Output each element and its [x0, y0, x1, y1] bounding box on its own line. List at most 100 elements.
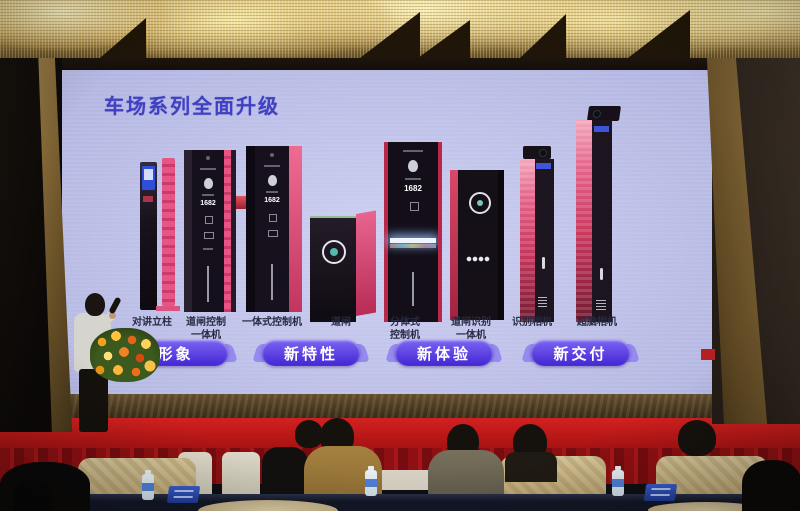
slide-title: 车场系列全面升级: [104, 96, 280, 118]
display-number: 1682: [200, 200, 216, 207]
brand-logo-icon: [408, 160, 418, 172]
tower-pink-side: [289, 146, 302, 312]
audience-head: [678, 420, 716, 456]
banquet-chair: [222, 452, 260, 496]
display-text-row: [403, 150, 423, 152]
status-light: [542, 257, 545, 269]
tower-side: [231, 150, 236, 312]
product-label: 识别相机: [512, 317, 552, 328]
brand-logo-icon: [268, 175, 277, 186]
tower-front: 1682: [192, 150, 224, 312]
pillar-body: [140, 162, 157, 310]
projection-screen: 车场系列全面升级 1682: [60, 70, 716, 394]
stage-red-floor: [0, 418, 800, 450]
product-label: 道闸: [331, 317, 351, 328]
product-label: 道闸识别 一体机: [451, 317, 491, 341]
pillar-call-button: [143, 196, 153, 202]
camera-head: [586, 106, 622, 121]
product-gate-control-unit: 1682: [184, 150, 236, 312]
display-number: 1682: [404, 184, 422, 193]
camera-lens-icon: [592, 110, 602, 118]
gate-front: [310, 216, 356, 322]
brand-logo-icon: [204, 178, 213, 189]
pillar-screen: [142, 166, 155, 190]
speaker-legs: [79, 369, 108, 432]
panel-banding: [520, 159, 535, 322]
chair-top: [198, 500, 338, 511]
water-bottle: [142, 470, 154, 500]
camera-pink-panel: [520, 159, 535, 322]
tower-seam: [207, 266, 209, 302]
front-table-edge: [0, 494, 800, 511]
tower-front: [458, 170, 498, 320]
camera-head: [523, 146, 551, 159]
audience-shoulders: [505, 452, 557, 482]
badge-new-experience: 新体验: [395, 340, 493, 366]
tower-front: 1682: [255, 146, 289, 312]
table-tent-card: [166, 486, 201, 503]
chair-top: [648, 502, 764, 511]
tower-side: [246, 146, 255, 312]
camera-body: [520, 159, 554, 322]
product-label: 道闸控制 一体机: [186, 317, 226, 341]
camera-dark-panel: [535, 159, 554, 322]
product-split-control-unit: 1682: [384, 142, 442, 322]
foreground-head: [14, 480, 52, 511]
speaker-head: [85, 293, 105, 316]
vent-lines: [596, 300, 606, 310]
product-recognition-camera: [518, 146, 556, 322]
tower-seam: [271, 264, 273, 300]
display-text-row: [203, 248, 213, 250]
gate-logo-icon: [477, 200, 483, 206]
camera-dot-icon: [270, 153, 274, 157]
tower-red-edge: [438, 142, 442, 322]
tower-seam: [412, 272, 414, 306]
indicator-dots: [466, 256, 490, 262]
display-icon: [205, 216, 213, 224]
badge-label: 新交付: [531, 340, 630, 366]
gate-logo-ring: [469, 192, 491, 214]
product-gate-recognition-unit: [450, 170, 504, 320]
display-text-row: [264, 165, 280, 167]
camera-pink-panel: [576, 120, 592, 322]
tower-red-edge: [450, 170, 458, 320]
status-light: [600, 268, 603, 280]
display-number: 1682: [264, 197, 280, 204]
pillar-screen-content: [144, 169, 153, 180]
camera-lens-icon: [539, 149, 547, 157]
display-icon: [268, 230, 278, 237]
gate-pink-side: [356, 210, 376, 316]
model-label-strip: [594, 126, 609, 132]
display-icon: [410, 202, 419, 211]
camera-dot-icon: [206, 156, 210, 160]
badge-label: 新体验: [395, 340, 493, 366]
glow-light-band: [390, 238, 436, 243]
pillar-pink-column: [162, 158, 175, 306]
product-label: 超脑相机: [577, 317, 617, 328]
tower-front: 1682: [388, 142, 438, 322]
display-icon: [204, 232, 214, 239]
screen-corner-logo: [701, 349, 715, 360]
product-label: 分体式 控制机: [390, 317, 420, 341]
display-text-row: [405, 178, 421, 180]
audience-head: [295, 420, 323, 448]
display-icon: [269, 214, 277, 222]
display-text-row: [266, 191, 278, 193]
product-integrated-control-unit: 1682: [246, 146, 302, 312]
speaker-hand: [109, 312, 116, 319]
product-label: 对讲立柱: [132, 317, 172, 328]
panel-banding: [576, 120, 592, 322]
badge-new-features: 新特性: [262, 340, 360, 366]
product-barrier-gate: [310, 210, 376, 322]
tower-red-edge: [384, 142, 388, 322]
badge-new-delivery: 新交付: [531, 340, 630, 366]
pillar-foot: [156, 306, 180, 311]
display-text-row: [202, 194, 214, 196]
table-tent-card: [643, 484, 678, 501]
display-text-row: [200, 168, 216, 170]
badge-label: 新特性: [262, 340, 360, 366]
camera-body: [576, 120, 612, 322]
flower-arrangement: [90, 328, 160, 382]
tower-side: [498, 170, 504, 320]
